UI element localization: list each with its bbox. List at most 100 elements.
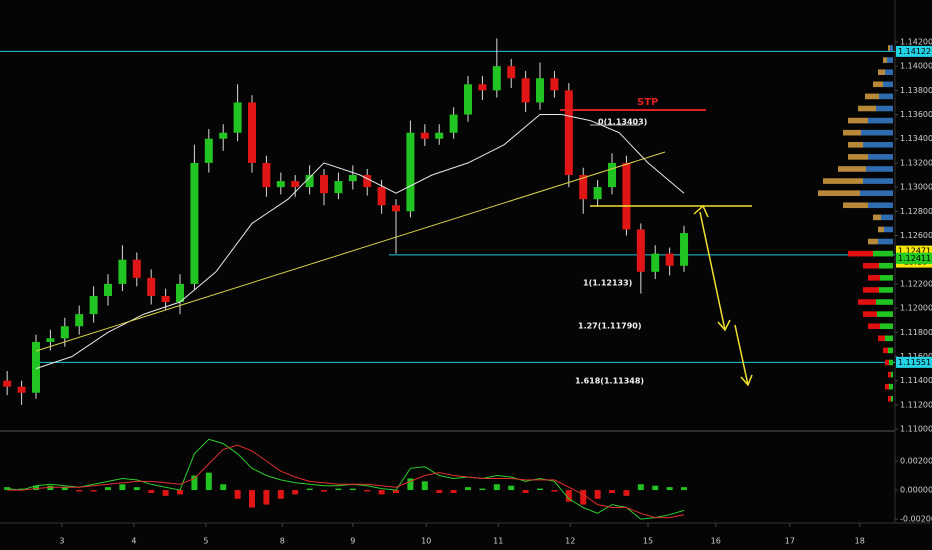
y-tick-label: 1.13000 [900,183,932,192]
macd-hist [565,490,572,502]
macd-hist [90,490,97,492]
profile-buy [889,359,893,366]
profile-buy [868,154,893,160]
price-marker-label: 1.14122 [898,47,931,56]
macd-hist [33,485,40,491]
macd-hist [105,487,112,491]
y-tick-label: 1.13600 [900,110,932,119]
trend-line [35,151,666,352]
profile-buy [885,335,893,342]
macd-hist [220,484,227,491]
profile-sell [883,57,887,63]
arrow-head [717,319,731,332]
candle-body [262,162,271,188]
profile-buy [879,262,893,269]
macd-hist [479,488,486,491]
profile-buy [868,202,893,209]
profile-buy [880,323,893,330]
profile-buy [890,45,893,51]
profile-sell [888,45,890,51]
macd-hist [249,490,256,508]
fib-label: 1.618(1.11348) [575,377,644,386]
profile-buy [876,299,893,305]
profile-buy [879,93,893,100]
profile-sell [878,69,885,76]
macd-hist [191,475,198,491]
macd-hist [133,487,140,491]
profile-sell [863,287,879,293]
candle-body [536,78,545,103]
profile-sell [843,202,868,209]
macd-hist [292,490,299,495]
candle-body [46,338,55,342]
profile-buy [863,141,893,148]
moving-average [35,114,685,370]
macd-line [7,438,685,520]
macd-hist [349,488,356,491]
candle-body [363,175,372,188]
macd-hist [508,485,515,491]
profile-buy [863,178,893,184]
profile-buy [861,129,893,136]
macd-hist [551,490,558,492]
candle-body [507,66,516,79]
candle-body [176,283,185,303]
arrow-head [740,374,753,387]
profile-buy [889,383,893,390]
y-tick-label: 1.12000 [900,304,932,313]
arrow [734,324,749,386]
macd-hist [609,490,616,493]
candle-body [435,132,444,139]
profile-sell [858,105,876,112]
macd-hist [580,490,587,505]
candle-body [449,114,458,133]
profile-buy [877,311,893,317]
candle-body [60,326,69,339]
macd-hist [18,488,25,491]
profile-sell [848,117,868,124]
macd-hist [263,490,270,505]
y-tick-label: 1.12200 [900,279,932,288]
candle-body [377,187,386,206]
price-marker [896,45,932,57]
candle-body [564,90,573,176]
candle-body [17,386,26,393]
candle-body [291,181,300,188]
x-tick-label: 9 [350,537,355,546]
y-tick-label: 1.13800 [900,86,932,95]
profile-sell [878,226,884,233]
candle-body [593,187,602,200]
macd-hist [652,485,659,491]
macd-hist [335,488,342,491]
macd-hist [234,490,241,499]
y-tick-label: 1.11200 [900,400,932,409]
profile-buy [876,105,893,112]
candle-body [550,78,559,91]
candle-body [104,283,113,296]
profile-sell [885,383,889,390]
macd-hist [205,472,212,491]
x-tick-label: 17 [785,537,795,546]
drawings [35,109,753,387]
profile-sell [885,359,889,366]
candle-body [392,205,401,212]
profile-buy [891,395,893,402]
price-marker-label: 1.11551 [898,358,931,367]
candle-body [420,132,429,139]
macd-hist [47,485,54,491]
y-tick-label: 1.13200 [900,158,932,167]
profile-sell [848,250,873,257]
x-tick-label: 11 [493,537,503,546]
candle-body [161,295,170,303]
macd-hist [421,481,428,491]
macd-hist [493,484,500,491]
candle-body [622,162,631,230]
profile-sell [818,190,860,196]
x-tick-label: 3 [59,537,64,546]
y-tick-label: 1.11000 [900,425,932,434]
macd-hist [436,490,443,493]
candle-body [636,229,645,272]
macd-hist [61,487,68,491]
y-tick-label: 1.12600 [900,231,932,240]
